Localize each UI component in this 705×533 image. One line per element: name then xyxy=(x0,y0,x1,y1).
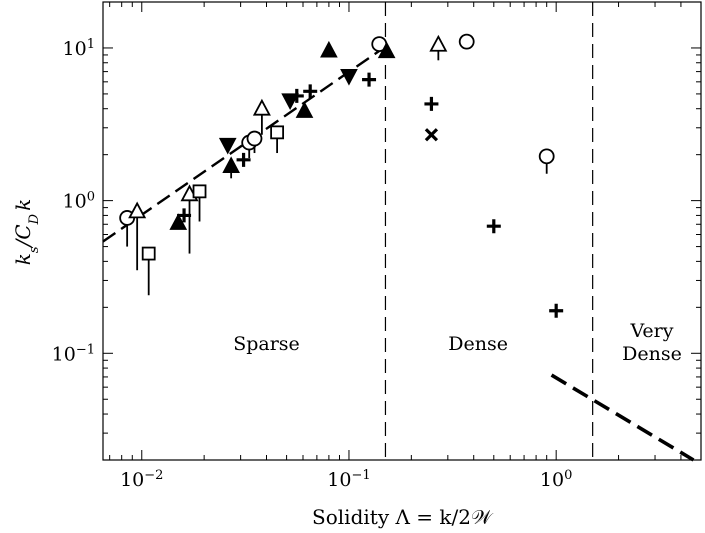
marker-triangle-up-filled xyxy=(295,101,314,118)
marker-plus xyxy=(549,303,564,318)
y-tick-label-exponent: 1 xyxy=(87,36,95,51)
x-tick-label-exponent: 0 xyxy=(564,468,572,483)
region-label-line: Very xyxy=(629,320,673,342)
y-tick-label-base: 10 xyxy=(63,38,87,60)
marker-triangle-up-open xyxy=(128,201,147,219)
data-points xyxy=(119,33,564,318)
region-label: Dense xyxy=(448,333,508,355)
marker-plus xyxy=(303,84,318,99)
marker-triangle-up-filled xyxy=(169,213,188,230)
y-axis-label: ks/CDk xyxy=(11,199,42,265)
marker-triangle-up-filled xyxy=(377,41,396,59)
y-tick-label: 10−1 xyxy=(52,342,95,366)
y-tick-label: 101 xyxy=(63,36,95,60)
y-tick-label-base: 10 xyxy=(63,191,87,213)
x-tick-label: 10−1 xyxy=(327,468,370,492)
marker-square-open xyxy=(270,125,285,140)
marker-cross xyxy=(424,128,439,142)
x-tick-label: 10−2 xyxy=(120,468,163,492)
marker-plus xyxy=(177,208,192,223)
marker-plus xyxy=(362,72,377,87)
fit-line xyxy=(102,45,387,243)
marker-circle-open xyxy=(458,33,475,50)
x-axis-label: Solidity Λ = k/2𝒲 xyxy=(312,505,494,529)
y-tick-label: 100 xyxy=(63,189,95,213)
x-tick-label: 100 xyxy=(540,468,572,492)
region-label: Sparse xyxy=(233,333,300,355)
y-tick-label-base: 10 xyxy=(52,343,76,365)
marker-plus xyxy=(424,96,439,111)
y-label-sub-d: D xyxy=(27,213,42,225)
marker-triangle-up-open xyxy=(252,98,271,116)
marker-triangle-down-filled xyxy=(340,69,358,86)
region-label-line: Dense xyxy=(622,343,682,365)
marker-plus xyxy=(486,219,501,234)
x-tick-label-exponent: −2 xyxy=(144,468,163,483)
y-tick-label-exponent: −1 xyxy=(76,342,95,357)
region-label: Very Dense xyxy=(622,320,682,365)
marker-triangle-down-filled xyxy=(281,93,299,110)
marker-triangle-up-open xyxy=(429,34,448,52)
marker-square-open xyxy=(141,246,156,261)
marker-square-open xyxy=(192,184,207,199)
marker-plus xyxy=(236,152,251,167)
marker-plus xyxy=(289,88,304,103)
x-tick-label-base: 10 xyxy=(327,469,351,491)
marker-triangle-down-filled xyxy=(218,137,237,155)
y-label-k: k xyxy=(11,199,35,211)
y-label-ks: k xyxy=(11,253,35,265)
marker-triangle-up-filled xyxy=(320,40,338,58)
y-label-slash: /C xyxy=(11,224,35,248)
y-label-sub-s: s xyxy=(27,246,42,253)
y-tick-label-exponent: 0 xyxy=(87,189,95,204)
y-axis-label-group: ks/CDk xyxy=(11,199,42,265)
x-tick-label-base: 10 xyxy=(540,469,564,491)
plot-guides xyxy=(102,1,702,462)
x-tick-label-exponent: −1 xyxy=(351,468,370,483)
marker-circle-open xyxy=(538,148,555,165)
marker-circle-open xyxy=(246,130,263,147)
region-label-line: Dense xyxy=(448,333,508,355)
fit-line xyxy=(550,373,695,462)
marker-triangle-up-filled xyxy=(222,156,240,173)
plot-frame xyxy=(102,1,702,461)
x-tick-label-base: 10 xyxy=(120,469,144,491)
region-label-line: Sparse xyxy=(233,333,300,355)
